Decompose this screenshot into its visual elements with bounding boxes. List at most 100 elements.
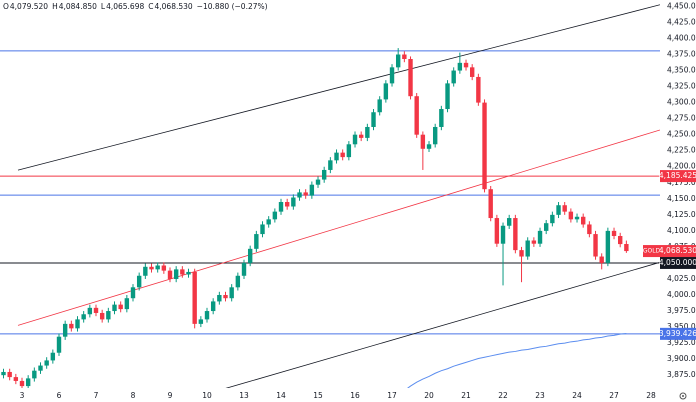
candle-body bbox=[143, 266, 148, 276]
y-tick-label: 3,900.000 bbox=[667, 354, 696, 363]
candle-body bbox=[235, 275, 241, 288]
candle-body bbox=[13, 377, 19, 381]
candle-body bbox=[482, 102, 487, 190]
y-tick-label: 4,200.000 bbox=[667, 162, 696, 171]
y-tick-label: 3,875.000 bbox=[667, 370, 696, 379]
x-tick-label: 3 bbox=[20, 391, 25, 400]
last-price-label: 4,068.530 bbox=[659, 246, 696, 255]
candle-body bbox=[525, 240, 530, 257]
x-tick-label: 7 bbox=[94, 391, 99, 400]
candle-body bbox=[414, 96, 419, 135]
candle-body bbox=[44, 360, 49, 366]
candle-body bbox=[352, 134, 358, 145]
candle-body bbox=[580, 216, 586, 225]
header-value: 4,084.850 bbox=[59, 2, 97, 11]
candle-body bbox=[358, 134, 364, 138]
candle-body bbox=[149, 266, 154, 270]
price-box-label: 4,185.425 bbox=[659, 171, 696, 180]
candle-body bbox=[543, 223, 549, 231]
y-tick-label: 4,400.000 bbox=[667, 33, 696, 42]
y-tick-label: 4,425.000 bbox=[667, 17, 696, 26]
x-tick-label: 14 bbox=[276, 391, 286, 400]
x-tick-label: 9 bbox=[168, 391, 173, 400]
candle-body bbox=[618, 236, 623, 245]
candle-body bbox=[130, 287, 136, 299]
settings-gear[interactable] bbox=[679, 392, 687, 400]
candle-body bbox=[346, 144, 352, 158]
candle-body bbox=[420, 134, 426, 149]
x-tick-label: 23 bbox=[535, 391, 545, 400]
settings-icon[interactable] bbox=[679, 392, 687, 400]
candle-body bbox=[118, 304, 123, 310]
candle-body bbox=[272, 211, 278, 220]
candle-body bbox=[408, 59, 413, 97]
candle-body bbox=[1, 371, 6, 376]
candle-body bbox=[93, 307, 99, 313]
candle-body bbox=[574, 216, 580, 220]
candle-body bbox=[605, 230, 611, 263]
y-tick-label: 4,450.000 bbox=[667, 1, 696, 10]
candle-body bbox=[25, 378, 31, 387]
candle-body bbox=[62, 323, 68, 337]
candle-body bbox=[241, 262, 247, 276]
candle-body bbox=[198, 319, 204, 324]
y-tick-label: 4,150.000 bbox=[667, 194, 696, 203]
candle-body bbox=[556, 205, 561, 215]
symbol-tag bbox=[643, 245, 660, 258]
candle-body bbox=[56, 336, 62, 353]
candle-body bbox=[247, 248, 253, 263]
x-tick-label: 20 bbox=[424, 391, 434, 400]
candle-body bbox=[340, 152, 345, 158]
x-tick-label: 6 bbox=[57, 391, 62, 400]
candle-body bbox=[593, 234, 598, 257]
candle-body bbox=[389, 67, 395, 84]
y-tick-label: 4,175.000 bbox=[667, 178, 696, 187]
x-tick-label: 17 bbox=[387, 391, 397, 400]
plot-area bbox=[0, 4, 660, 388]
header-value: 4,068.530 bbox=[155, 2, 193, 11]
trend-line bbox=[17, 4, 660, 171]
x-tick-label: 27 bbox=[609, 391, 619, 400]
y-tick-label: 4,025.000 bbox=[667, 274, 696, 283]
candle-body bbox=[278, 202, 284, 212]
header-key: L bbox=[101, 2, 106, 11]
candle-body bbox=[488, 189, 493, 219]
candle-body bbox=[19, 380, 25, 387]
candle-body bbox=[599, 256, 604, 263]
candle-body bbox=[161, 265, 167, 271]
candle-body bbox=[537, 230, 543, 244]
candle-body bbox=[519, 250, 524, 257]
trend-line bbox=[17, 129, 660, 326]
candle-body bbox=[383, 83, 389, 100]
price-box-label: 3,939.426 bbox=[659, 329, 696, 338]
candle-body bbox=[192, 271, 197, 324]
candle-body bbox=[587, 224, 592, 235]
y-tick-label: 4,350.000 bbox=[667, 66, 696, 75]
y-tick-label: 4,225.000 bbox=[667, 146, 696, 155]
candle-body bbox=[457, 62, 463, 71]
candle-body bbox=[112, 304, 117, 312]
candle-body bbox=[321, 169, 327, 180]
candle-body bbox=[87, 307, 93, 315]
x-tick-label: 8 bbox=[131, 391, 136, 400]
candle-body bbox=[550, 214, 555, 224]
y-tick-label: 4,000.000 bbox=[667, 290, 696, 299]
candle-body bbox=[69, 323, 74, 329]
candle-body bbox=[266, 219, 271, 225]
symbol-tag-label: GOLD bbox=[643, 248, 661, 255]
header-value: 4,079.520 bbox=[10, 2, 48, 11]
candle-body bbox=[611, 230, 617, 237]
candle-body bbox=[38, 365, 43, 371]
candle-body bbox=[32, 370, 37, 379]
candle-body bbox=[315, 179, 321, 185]
candle-body bbox=[291, 197, 296, 207]
candle-body bbox=[371, 112, 376, 127]
candle-body bbox=[204, 311, 210, 320]
y-tick-label: 4,275.000 bbox=[667, 114, 696, 123]
candle-body bbox=[445, 83, 450, 110]
x-tick-label: 21 bbox=[461, 391, 471, 400]
y-tick-label: 4,250.000 bbox=[667, 130, 696, 139]
candle-body bbox=[303, 192, 308, 196]
candle-body bbox=[562, 205, 567, 212]
